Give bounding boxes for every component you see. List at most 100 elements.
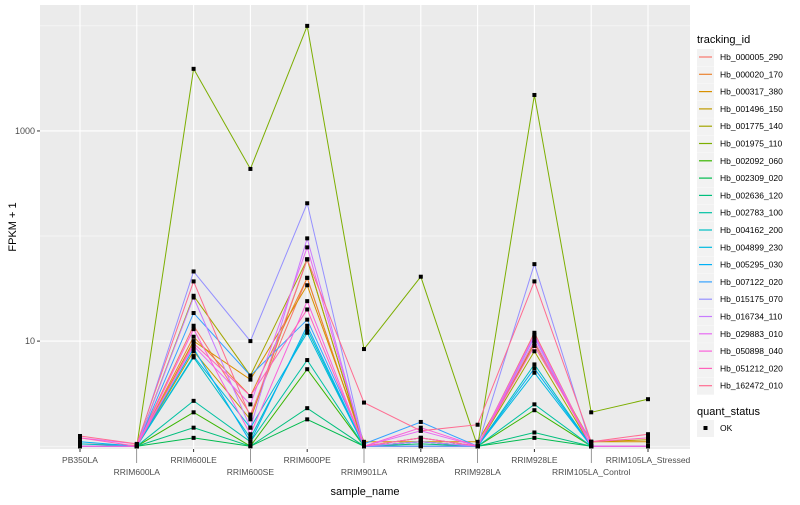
data-point (305, 317, 310, 322)
data-point (191, 346, 196, 351)
data-point (475, 444, 480, 449)
data-point (305, 367, 310, 372)
legend-label: Hb_001496_150 (720, 104, 783, 114)
data-point (305, 417, 310, 422)
legend-label: Hb_004899_230 (720, 242, 783, 252)
data-point (418, 419, 423, 424)
data-point (248, 444, 253, 449)
data-point (532, 279, 537, 284)
data-point (362, 444, 366, 449)
data-point (362, 347, 366, 352)
data-point (78, 441, 82, 446)
data-point (362, 439, 366, 444)
data-point (532, 334, 537, 339)
x-tick-label: RRIM928BA (397, 455, 445, 465)
shape-legend-title: quant_status (697, 406, 760, 418)
legend-label: Hb_002636_120 (720, 190, 783, 200)
data-point (532, 343, 537, 348)
data-points (78, 23, 650, 449)
x-tick-label: RRIM105LA_Stressed (606, 455, 691, 465)
legend-label: Hb_000005_290 (720, 52, 783, 62)
x-tick-label: PB350LA (62, 455, 98, 465)
data-point (532, 402, 537, 407)
data-point (134, 444, 139, 449)
data-point (248, 339, 253, 344)
data-point (248, 425, 253, 430)
data-point (532, 349, 537, 354)
data-point (305, 323, 310, 328)
data-point (191, 279, 196, 284)
y-tick-label: 10 (25, 336, 35, 346)
data-point (248, 439, 253, 444)
legend-title: tracking_id (697, 34, 750, 46)
legend-label: Hb_051212_020 (720, 363, 783, 373)
data-point (418, 439, 423, 444)
x-tick-label: RRIM600PE (284, 455, 332, 465)
x-tick-label: RRIM105LA_Control (552, 467, 631, 477)
data-point (191, 295, 196, 300)
x-tick-label: RRIM901LA (341, 467, 388, 477)
data-point (248, 402, 253, 407)
data-point (248, 412, 253, 417)
data-point (646, 397, 650, 402)
legend-label: Hb_007122_020 (720, 277, 783, 287)
legend-label: Hb_000317_380 (720, 87, 783, 97)
data-point (305, 406, 310, 411)
legend-label: Hb_050898_040 (720, 346, 783, 356)
data-point (248, 432, 253, 437)
data-point (646, 432, 650, 437)
y-tick-label: 1000 (15, 126, 35, 136)
data-point (305, 201, 310, 206)
data-point (248, 166, 253, 171)
data-point (305, 327, 310, 332)
data-point (248, 373, 253, 378)
data-point (191, 334, 196, 339)
data-point (418, 425, 423, 430)
data-point (305, 307, 310, 312)
x-axis-title: sample_name (330, 486, 399, 498)
data-point (362, 400, 366, 405)
data-point (248, 377, 253, 382)
data-point (305, 330, 310, 335)
legend-label: Hb_002783_100 (720, 208, 783, 218)
legend-label: Hb_162472_010 (720, 381, 783, 391)
data-point (532, 366, 537, 371)
y-axis: 10 1000 (15, 126, 40, 346)
legend-label: Hb_002309_020 (720, 173, 783, 183)
legend: tracking_id Hb_000005_290 Hb_000020_170 Hb… (697, 34, 783, 437)
shape-legend-label: OK (720, 423, 733, 433)
data-point (532, 408, 537, 413)
data-point (418, 444, 423, 449)
data-point (191, 327, 196, 332)
data-point (305, 283, 310, 288)
y-axis-title: FPKM + 1 (7, 202, 19, 251)
x-tick-label: RRIM600SE (227, 467, 275, 477)
data-point (305, 236, 310, 241)
data-point (248, 394, 253, 399)
data-point (418, 441, 423, 446)
data-point (475, 439, 480, 444)
legend-label: Hb_001975_110 (720, 139, 783, 149)
data-point (532, 262, 537, 267)
data-point (248, 435, 253, 440)
data-point (191, 398, 196, 403)
data-point (646, 439, 650, 444)
data-point (532, 339, 537, 344)
legend-label: Hb_002092_060 (720, 156, 783, 166)
x-axis: PB350LA RRIM600LA RRIM600LE RRIM600SE RRIM60… (62, 449, 691, 477)
data-point (191, 269, 196, 274)
data-point (191, 343, 196, 348)
legend-label: Hb_004162_200 (720, 225, 783, 235)
grid-lines (40, 5, 690, 449)
x-tick-label: RRIM928LE (511, 455, 558, 465)
data-point (475, 422, 480, 427)
data-point (305, 245, 310, 250)
legend-label: Hb_015175_070 (720, 294, 783, 304)
x-tick-label: RRIM600LA (114, 467, 161, 477)
data-point (191, 66, 196, 71)
legend-label: Hb_001775_140 (720, 121, 783, 131)
data-point (589, 439, 594, 444)
legend-label: Hb_000020_170 (720, 69, 783, 79)
data-point (532, 430, 537, 435)
